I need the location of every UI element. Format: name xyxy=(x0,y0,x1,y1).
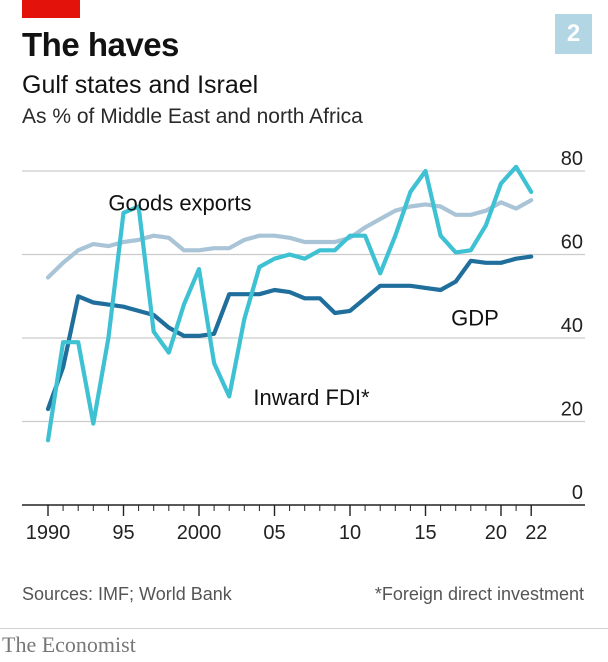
footnote: *Foreign direct investment xyxy=(374,584,584,604)
series-label-gdp: GDP xyxy=(451,305,499,330)
x-tick-label: 2000 xyxy=(177,522,222,544)
series-line-goods-exports xyxy=(45,198,534,280)
publisher-logo: The Economist xyxy=(2,632,136,657)
x-tick-label: 95 xyxy=(112,522,134,544)
x-tick-label: 1990 xyxy=(26,522,71,544)
y-tick-label: 60 xyxy=(561,232,583,254)
brand-divider xyxy=(0,628,608,629)
x-tick-label: 15 xyxy=(414,522,436,544)
y-tick-label: 20 xyxy=(561,399,583,421)
brand-accent-bar xyxy=(22,0,80,18)
series-label-inward-fdi: Inward FDI* xyxy=(253,385,370,410)
chart-title: The haves xyxy=(22,26,179,63)
x-tick-label: 05 xyxy=(263,522,285,544)
chart-number-badge: 2 xyxy=(555,14,592,54)
y-tick-label: 40 xyxy=(561,315,583,337)
x-tick-label: 22 xyxy=(525,522,547,544)
series-label-goods-exports: Goods exports xyxy=(108,191,251,216)
series-line-gdp xyxy=(45,254,534,412)
chart-subtitle: Gulf states and Israel xyxy=(22,71,259,99)
x-tick-label: 20 xyxy=(485,522,507,544)
y-tick-label: 80 xyxy=(561,150,583,170)
y-tick-label: 0 xyxy=(572,482,583,504)
chart-unit-label: As % of Middle East and north Africa xyxy=(22,105,363,128)
series-line-inward-fdi xyxy=(45,164,534,443)
x-tick-label: 10 xyxy=(339,522,361,544)
sources-note: Sources: IMF; World Bank xyxy=(22,584,232,604)
line-chart: 0 20 40 60 80 1990 95 2000 05 10 15 20 22 Goods expor… xyxy=(22,150,585,544)
